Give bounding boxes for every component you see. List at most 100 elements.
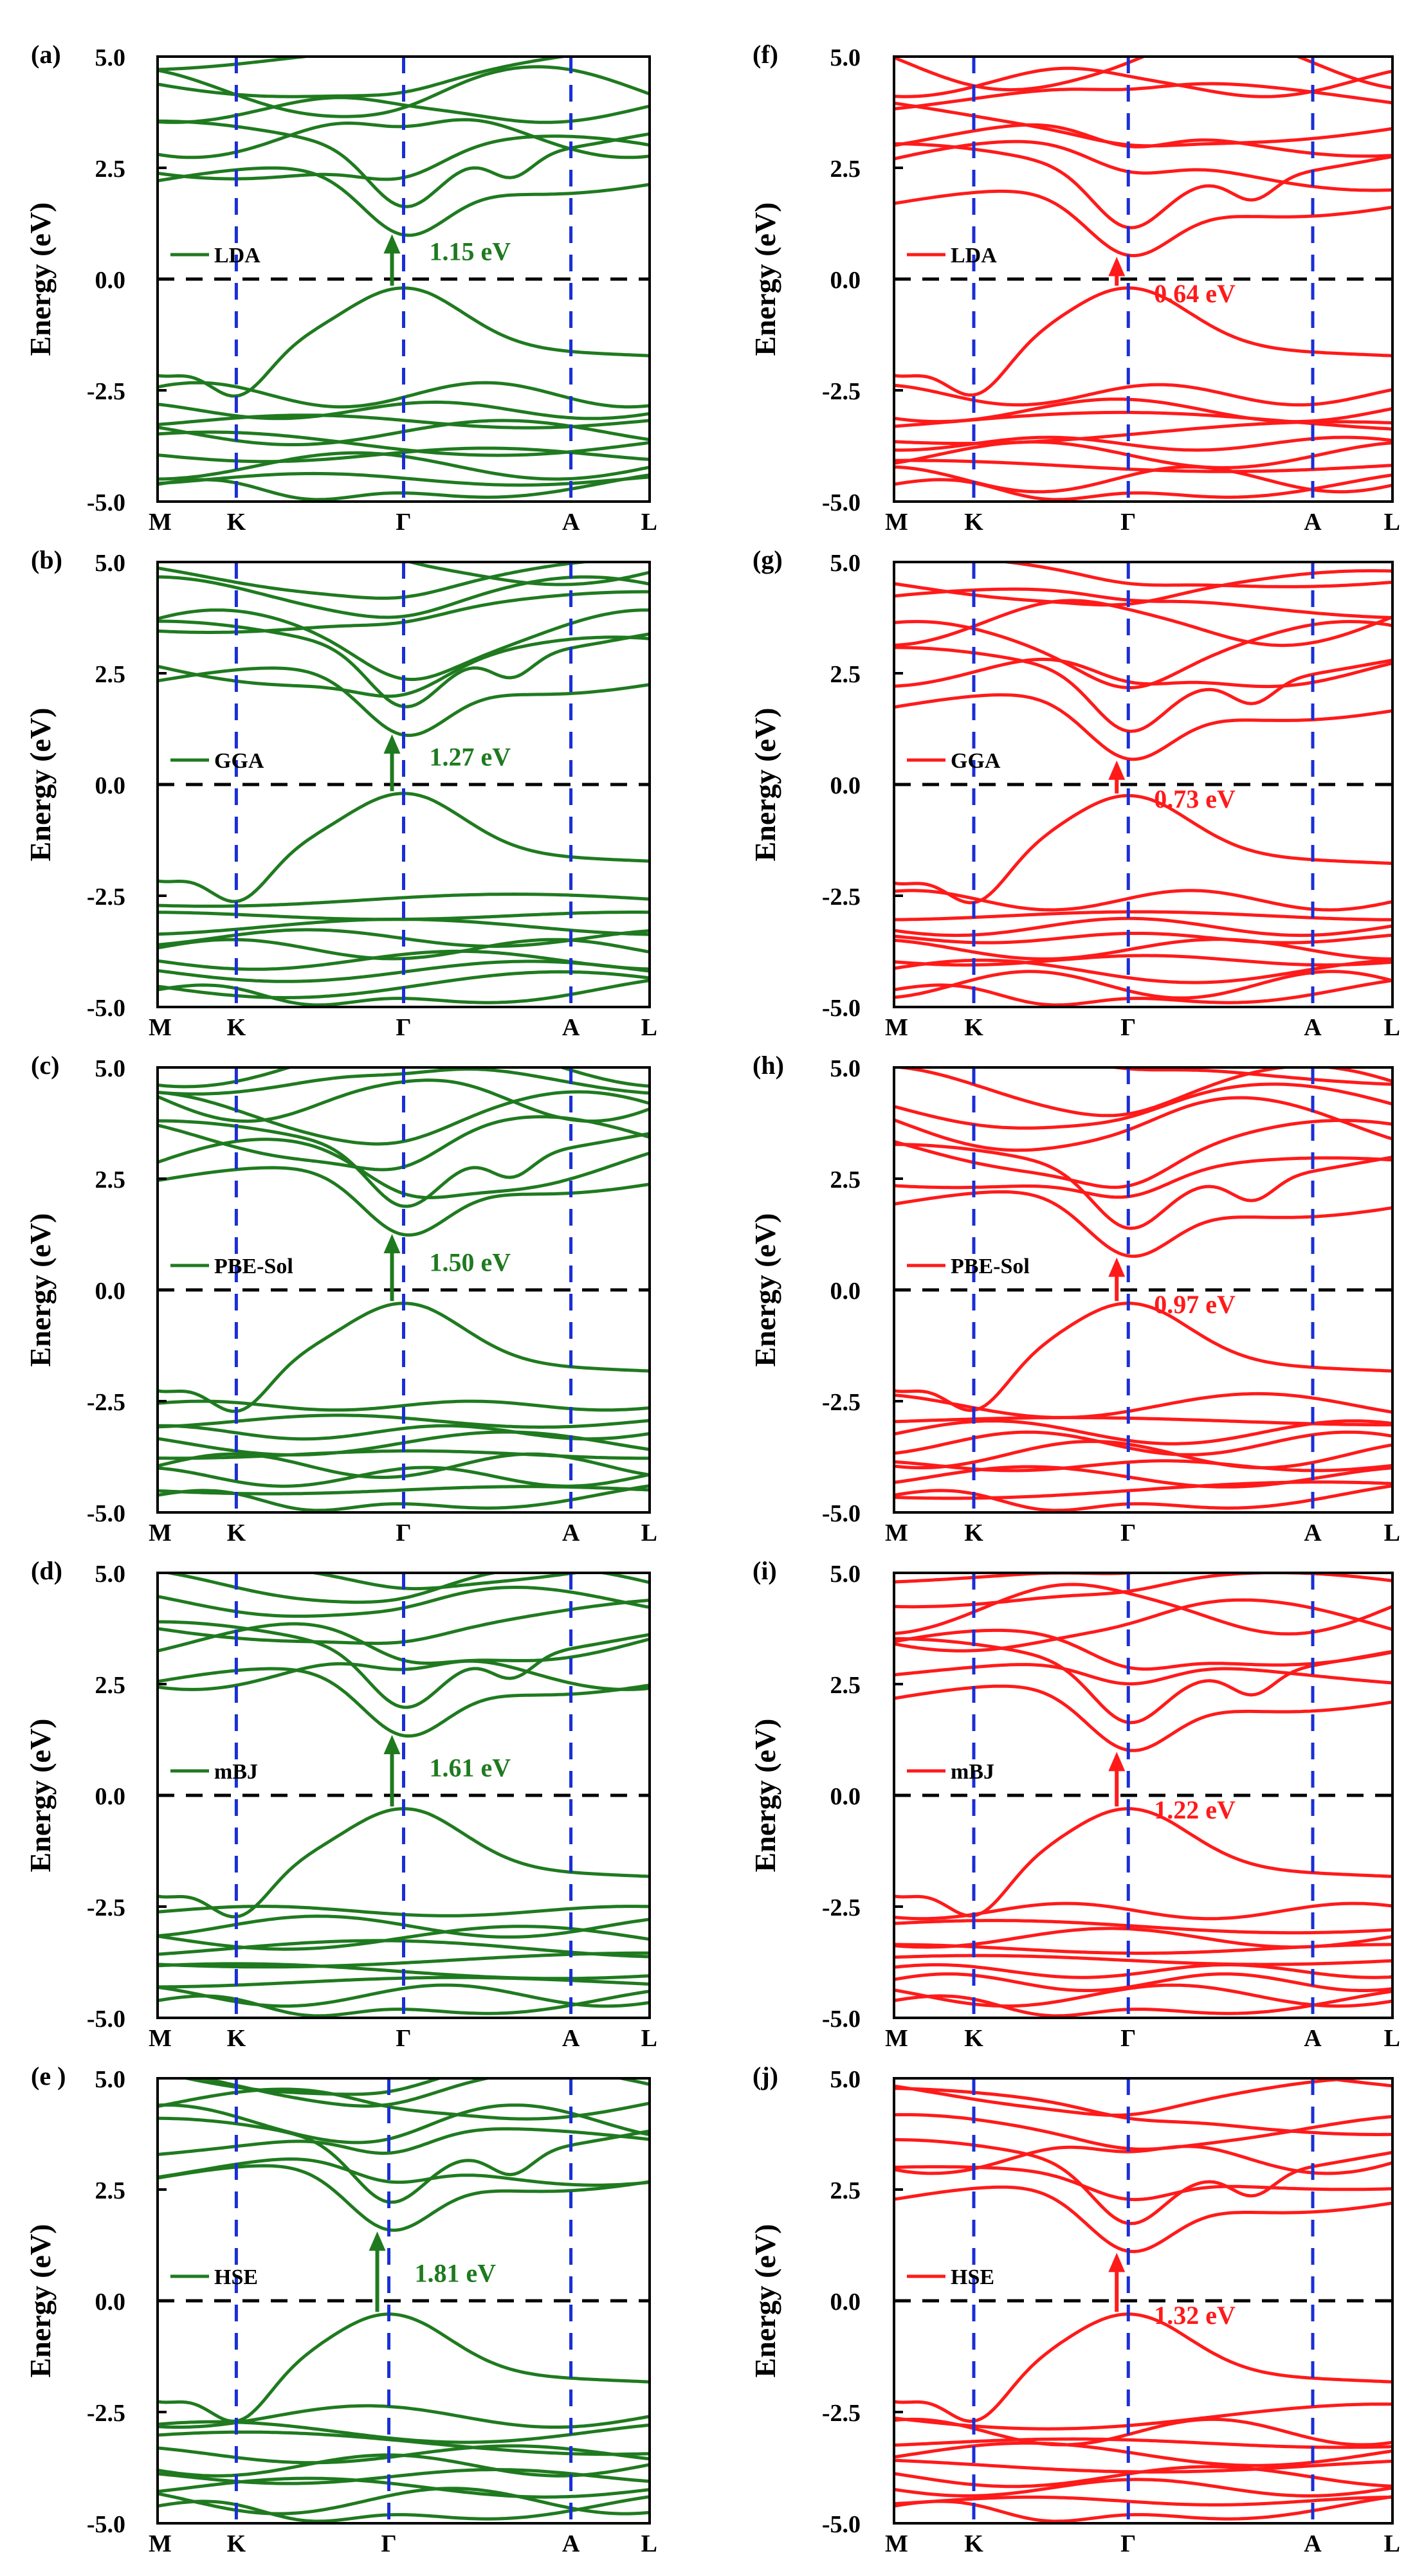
band-line-5	[894, 1096, 1392, 1152]
panel-7: 5.0 2.5 0.0 -2.5 -5.0 Energy (eV) M K Γ A L (h) PBE-…	[749, 1051, 1400, 1547]
band-line-8	[179, 2078, 445, 2096]
band-line-2	[894, 2138, 1392, 2226]
band-line-9	[894, 1901, 1392, 1921]
band-line-6	[894, 1082, 1392, 1130]
x-tick-label: M	[885, 2530, 908, 2557]
band-line-1	[158, 1166, 650, 1237]
band-line-13	[894, 1439, 1392, 1469]
y-tick-label: -5.0	[822, 489, 861, 516]
y-tick-label: 5.0	[830, 550, 861, 577]
y-tick-label: -5.0	[822, 995, 861, 1022]
band-line-1	[894, 1684, 1392, 1752]
x-tick-label: K	[964, 509, 983, 536]
band-line-11	[158, 918, 650, 936]
y-tick-label: -2.5	[87, 378, 125, 405]
band-line-1	[894, 2185, 1392, 2253]
band-line-5	[894, 599, 1392, 648]
y-tick-label: 2.5	[830, 1672, 861, 1699]
band-line-4	[158, 2127, 650, 2156]
panel-0: 5.0 2.5 0.0 -2.5 -5.0 Energy (eV) M K Γ A L (a) LDA 1…	[24, 40, 657, 536]
y-tick-label: 5.0	[830, 1055, 861, 1082]
y-tick-label: 0.0	[95, 1278, 126, 1305]
band-line-1	[158, 1667, 650, 1738]
x-tick-label: K	[227, 2025, 246, 2052]
x-tick-label: A	[1304, 1014, 1322, 1041]
x-tick-label: L	[641, 2025, 657, 2052]
band-gap-arrow-head	[383, 1735, 401, 1755]
x-tick-label: M	[885, 2025, 908, 2052]
y-axis-label: Energy (eV)	[749, 203, 781, 356]
bands	[894, 1067, 1392, 1512]
panel-label: (i)	[753, 1556, 777, 1585]
panel-label: (h)	[753, 1051, 784, 1080]
x-tick-label: M	[149, 509, 172, 536]
x-tick-label: K	[964, 2025, 983, 2052]
band-line-5	[894, 2113, 1392, 2151]
x-tick-label: A	[562, 1014, 580, 1041]
x-tick-label: Γ	[1120, 1014, 1136, 1041]
x-tick-label: L	[1384, 1519, 1400, 1547]
band-line-14	[158, 446, 650, 464]
y-axis-label: Energy (eV)	[749, 1213, 781, 1367]
band-line-8	[158, 57, 322, 71]
y-tick-label: 2.5	[830, 2177, 861, 2204]
band-gap-arrow-head	[1108, 257, 1126, 277]
band-line-9	[894, 1392, 1392, 1419]
x-tick-label: L	[1384, 509, 1400, 536]
band-line-8	[894, 1573, 1146, 1584]
y-tick-label: 0.0	[830, 1278, 861, 1305]
band-line-9	[894, 889, 1392, 912]
panel-label: (g)	[753, 545, 783, 574]
bands	[894, 57, 1392, 502]
y-tick-label: 5.0	[95, 1055, 126, 1082]
band-line-2	[894, 1143, 1392, 1230]
x-tick-label: A	[1304, 2530, 1322, 2557]
band-gap-label: 1.32 eV	[1154, 2301, 1236, 2330]
x-tick-label: A	[562, 2530, 580, 2557]
band-line-15	[894, 1465, 1392, 1489]
y-tick-label: 2.5	[830, 661, 861, 688]
panel-8: 5.0 2.5 0.0 -2.5 -5.0 Energy (eV) M K Γ A L (i) mBJ 1…	[749, 1556, 1400, 2052]
band-line-8	[894, 57, 1392, 92]
band-line-9	[894, 383, 1392, 407]
band-line-4	[894, 1628, 1392, 1671]
y-tick-label: 0.0	[830, 772, 861, 799]
x-tick-label: M	[885, 509, 908, 536]
bands	[158, 562, 650, 1007]
band-line-11	[894, 1419, 1392, 1446]
y-tick-label: 5.0	[830, 2066, 861, 2093]
y-tick-label: -2.5	[822, 1894, 861, 1921]
y-tick-label: -2.5	[822, 2400, 861, 2427]
band-line-7	[894, 569, 1392, 607]
band-line-12	[894, 932, 1392, 945]
band-gap-label: 1.27 eV	[430, 742, 511, 771]
band-line-12	[894, 2441, 1392, 2467]
x-tick-label: Γ	[396, 509, 411, 536]
band-gap-label: 1.61 eV	[430, 1753, 511, 1782]
y-axis-label: Energy (eV)	[24, 1213, 57, 1367]
band-line-9	[158, 2404, 650, 2429]
band-line-12	[894, 1430, 1392, 1456]
band-line-2	[158, 1620, 650, 1709]
panel-label: (j)	[753, 2062, 778, 2091]
band-gap-label: 1.22 eV	[1154, 1795, 1236, 1824]
y-tick-label: -5.0	[87, 1500, 125, 1527]
x-tick-label: L	[1384, 2025, 1400, 2052]
band-line-5	[894, 1598, 1392, 1653]
y-tick-label: -2.5	[87, 2400, 125, 2427]
band-line-3	[158, 635, 650, 698]
x-tick-label: L	[1384, 1014, 1400, 1041]
y-tick-label: 2.5	[95, 156, 126, 183]
y-axis-label: Energy (eV)	[24, 2224, 57, 2378]
band-line-8	[158, 1067, 650, 1089]
band-line-2	[894, 142, 1392, 230]
panel-5: 5.0 2.5 0.0 -2.5 -5.0 Energy (eV) M K Γ A L (f) LDA 0…	[749, 40, 1400, 536]
y-tick-label: -5.0	[87, 2006, 125, 2033]
band-line-11	[158, 1424, 650, 1441]
legend-label: PBE-Sol	[214, 1255, 293, 1278]
legend-label: mBJ	[214, 1760, 258, 1784]
y-tick-label: 2.5	[95, 2177, 126, 2204]
x-tick-label: L	[641, 1014, 657, 1041]
band-line-5	[894, 101, 1392, 148]
